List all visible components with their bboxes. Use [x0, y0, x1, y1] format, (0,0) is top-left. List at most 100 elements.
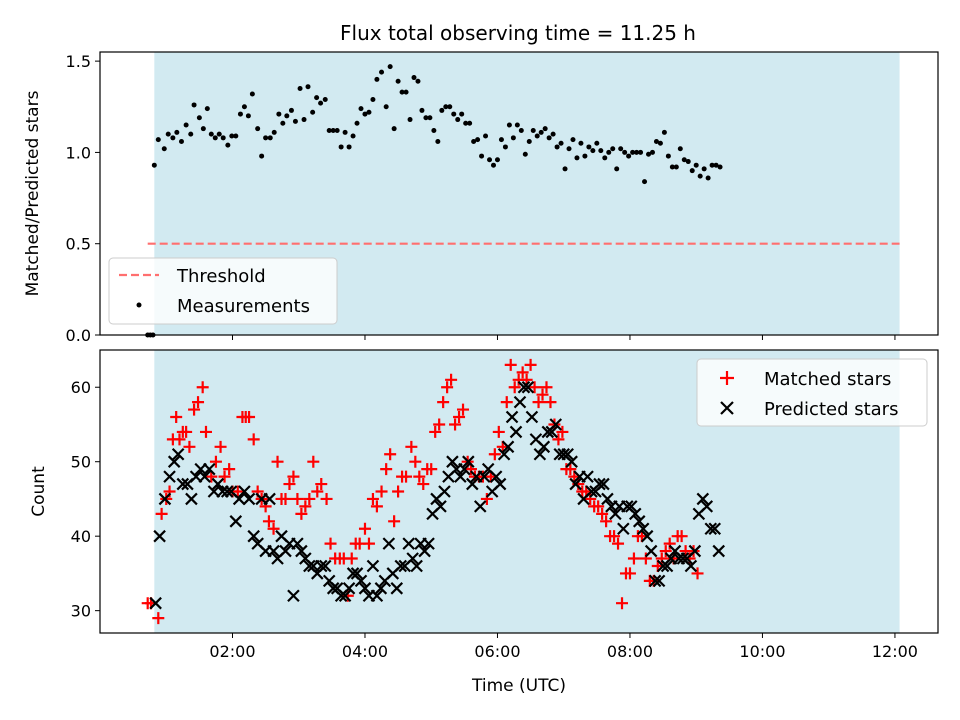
measurement-point [237, 111, 243, 117]
predicted-point [565, 455, 578, 468]
predicted-point [648, 574, 662, 588]
measurement-point [522, 151, 528, 157]
predicted-point [712, 544, 726, 558]
matched-point [556, 425, 569, 438]
matched-point [311, 485, 324, 498]
matched-point [267, 522, 280, 535]
measurement-point [582, 153, 588, 159]
measurement-point [292, 118, 298, 124]
predicted-point [406, 552, 419, 565]
bottom-ylabel: Count [29, 466, 49, 517]
top-ylabel: Matched/Predicted stars [23, 90, 43, 296]
measurement-point [212, 135, 218, 141]
matched-point [173, 433, 186, 446]
predicted-point [640, 529, 654, 543]
matched-point [384, 448, 397, 461]
matched-point [209, 455, 222, 468]
predicted-point [242, 492, 256, 506]
predicted-point [279, 544, 292, 558]
measurement-point [271, 129, 277, 135]
predicted-point [632, 515, 646, 528]
measurement-point [550, 131, 556, 137]
measurement-point [288, 107, 294, 113]
measurement-point [578, 140, 584, 146]
measurement-point [490, 162, 496, 168]
matched-point [295, 507, 308, 520]
predicted-point [609, 507, 622, 521]
matched-point [196, 381, 209, 394]
predicted-point [171, 447, 185, 461]
measurement-point [447, 104, 453, 110]
bottom-ytick-label: 40 [71, 527, 91, 546]
predicted-point [153, 529, 166, 543]
measurement-point [518, 128, 524, 134]
x-axis-label: Time (UTC) [471, 676, 566, 696]
measurement-point [383, 104, 389, 110]
measurement-point [216, 131, 222, 137]
matched-point [192, 396, 205, 409]
measurement-point [259, 153, 265, 159]
matched-point [400, 470, 413, 483]
predicted-point [402, 537, 415, 550]
predicted-point [561, 447, 574, 461]
measurement-point [502, 144, 508, 150]
bottom-xtick-label: 12:00 [872, 642, 918, 661]
matched-legend-label: Matched stars [764, 369, 891, 390]
measurement-point [538, 129, 544, 135]
measurement-point [342, 129, 348, 135]
predicted-point [708, 522, 722, 536]
predicted-point [473, 500, 487, 513]
measurement-point [419, 107, 425, 113]
matched-point [409, 455, 422, 468]
top-ytick-label: 1.5 [66, 52, 91, 71]
matched-point [425, 463, 438, 476]
predicted-point [220, 485, 234, 498]
measurement-point [370, 96, 376, 102]
measurement-point [685, 159, 691, 165]
matched-point [441, 381, 454, 394]
predicted-point [462, 455, 475, 468]
predicted-point [163, 470, 176, 483]
predicted-legend-label: Predicted stars [764, 399, 898, 420]
matched-point [218, 470, 231, 483]
predicted-point [700, 500, 714, 513]
predicted-point [684, 559, 698, 573]
measurement-point [526, 138, 532, 144]
measurement-point [208, 131, 214, 137]
predicted-point [314, 559, 328, 573]
measurement-point [165, 131, 171, 137]
measurement-point [610, 146, 616, 152]
measurement-point [630, 149, 636, 155]
predicted-point [454, 470, 467, 483]
measurement-point [713, 162, 719, 168]
matched-legend-swatch [720, 371, 734, 385]
top-legend-box [108, 257, 338, 325]
measurement-point [183, 122, 189, 128]
measurement-point [427, 115, 433, 121]
measurement-point [204, 106, 210, 112]
bottom-xtick-label: 08:00 [607, 642, 653, 661]
measurement-point [443, 104, 449, 110]
measurement-point [681, 157, 687, 163]
measurement-point [510, 135, 516, 141]
matched-point [231, 485, 244, 498]
predicted-point [394, 559, 408, 573]
matched-point [247, 433, 260, 446]
measurement-point [598, 148, 604, 154]
predicted-point [489, 470, 503, 483]
predicted-point [342, 582, 356, 595]
matched-point [437, 396, 450, 409]
predicted-point [238, 485, 251, 498]
matched-point [283, 478, 296, 491]
predicted-point [366, 559, 380, 573]
predicted-point [501, 440, 515, 454]
measurement-point [301, 117, 307, 123]
predicted-point [704, 522, 718, 536]
predicted-point [660, 559, 674, 573]
measurement-point [622, 149, 628, 155]
predicted-point [338, 589, 352, 603]
measurement-point [431, 128, 437, 134]
measurement-point [310, 109, 316, 115]
matched-point [362, 537, 375, 550]
matched-point [243, 411, 256, 424]
